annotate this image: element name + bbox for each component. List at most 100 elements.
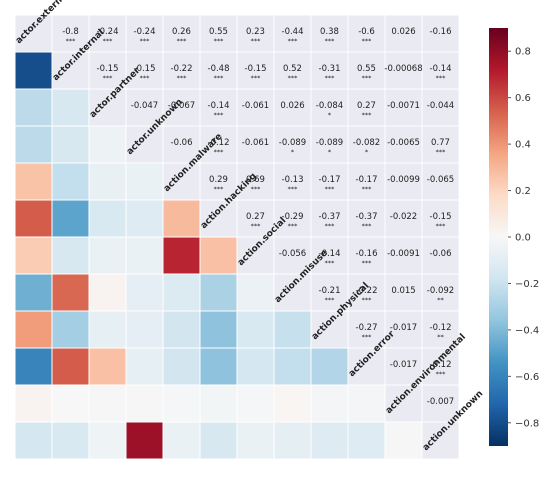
heatmap-cell-4-7	[273, 162, 312, 201]
heatmap-cell-5-2	[88, 199, 127, 238]
significance-marker-3-9: *	[365, 148, 369, 156]
correlation-value-7-10: 0.015	[391, 286, 415, 296]
heatmap-cell-11-10	[384, 421, 423, 460]
heatmap-cell-1-6	[236, 51, 275, 90]
correlation-value-7-11: -0.092	[427, 286, 454, 296]
significance-marker-1-3: ***	[140, 74, 151, 82]
significance-marker-3-7: *	[291, 148, 295, 156]
significance-marker-6-8: ***	[325, 259, 336, 267]
correlation-value-0-11: -0.16	[430, 27, 452, 37]
correlation-value-2-3: -0.047	[131, 101, 158, 111]
significance-marker-3-5: ***	[214, 148, 225, 156]
heatmap-cell-1-5	[199, 51, 238, 90]
heatmap-cell-9-1	[51, 347, 90, 386]
significance-marker-1-11: ***	[436, 74, 447, 82]
significance-marker-8-11: **	[437, 333, 444, 341]
heatmap-cell-7-5	[199, 273, 238, 312]
heatmap-cell-3-2	[88, 125, 127, 164]
heatmap-cell-5-5	[199, 199, 238, 238]
significance-marker-5-6: ***	[251, 222, 262, 230]
correlation-value-1-2: -0.15	[97, 64, 119, 74]
significance-marker-0-2: ***	[103, 37, 114, 45]
heatmap-cell-7-2	[88, 273, 127, 312]
correlation-value-7-8: -0.21	[319, 286, 341, 296]
correlation-value-5-9: -0.37	[356, 212, 378, 222]
heatmap-cell-10-4	[162, 384, 201, 423]
heatmap-cell-11-5	[199, 421, 238, 460]
heatmap-cell-7-3	[125, 273, 164, 312]
heatmap-cell-9-7	[273, 347, 312, 386]
significance-marker-3-11: ***	[436, 148, 447, 156]
heatmap-cell-9-11	[421, 347, 460, 386]
heatmap-cell-3-6	[236, 125, 275, 164]
colorbar-gradient	[489, 28, 508, 446]
correlation-value-5-8: -0.37	[319, 212, 341, 222]
significance-marker-0-5: ***	[214, 37, 225, 45]
correlation-value-6-11: -0.06	[430, 249, 452, 259]
heatmap-cell-1-0	[14, 51, 53, 90]
heatmap-cell-8-6	[236, 310, 275, 349]
significance-marker-3-8: *	[328, 148, 332, 156]
heatmap-cell-3-1	[51, 125, 90, 164]
heatmap-cell-5-1	[51, 199, 90, 238]
heatmap-cell-11-0	[14, 421, 53, 460]
heatmap-cells	[14, 14, 460, 460]
correlation-value-6-7: -0.056	[279, 249, 306, 259]
heatmap-cell-6-7	[273, 236, 312, 275]
heatmap-cell-8-4	[162, 310, 201, 349]
colorbar-tick-label: −0.6	[515, 372, 539, 383]
significance-marker-1-6: ***	[251, 74, 262, 82]
significance-marker-7-11: **	[437, 296, 444, 304]
heatmap-cell-9-5	[199, 347, 238, 386]
correlation-value-1-10: -0.00068	[384, 64, 422, 74]
significance-marker-1-5: ***	[214, 74, 225, 82]
heatmap-cell-5-3	[125, 199, 164, 238]
correlation-value-4-6: 0.69	[246, 175, 265, 185]
heatmap-cell-6-9	[347, 236, 386, 275]
significance-marker-1-7: ***	[288, 74, 299, 82]
correlation-value-2-5: -0.14	[208, 101, 230, 111]
colorbar-tick-label: 0.2	[515, 186, 531, 197]
correlation-value-1-5: -0.48	[208, 64, 230, 74]
significance-marker-4-8: ***	[325, 185, 336, 193]
colorbar-tick-label: 0.8	[515, 47, 531, 58]
heatmap-cell-6-3	[125, 236, 164, 275]
correlation-value-1-4: -0.22	[171, 64, 193, 74]
correlation-value-3-11: 0.77	[431, 138, 450, 148]
heatmap-cell-8-11	[421, 310, 460, 349]
correlation-value-5-10: -0.022	[390, 212, 417, 222]
heatmap-cell-9-6	[236, 347, 275, 386]
correlation-value-2-10: -0.0071	[387, 101, 420, 111]
correlation-value-0-5: 0.55	[209, 27, 228, 37]
heatmap-cell-9-0	[14, 347, 53, 386]
heatmap-cell-11-9	[347, 421, 386, 460]
heatmap-cell-7-7	[273, 273, 312, 312]
heatmap-cell-5-8	[310, 199, 349, 238]
heatmap-cell-6-0	[14, 236, 53, 275]
heatmap-cell-11-2	[88, 421, 127, 460]
correlation-value-0-2: -0.24	[97, 27, 119, 37]
heatmap-cell-0-7	[273, 14, 312, 53]
colorbar-tick-label: 0.4	[515, 140, 531, 151]
heatmap-cell-3-5	[199, 125, 238, 164]
heatmap-cell-11-11	[421, 421, 460, 460]
significance-marker-4-9: ***	[362, 185, 373, 193]
correlation-value-1-11: -0.14	[430, 64, 452, 74]
significance-marker-5-9: ***	[362, 222, 373, 230]
heatmap-cell-10-9	[347, 384, 386, 423]
significance-marker-2-8: *	[328, 111, 332, 119]
heatmap-cell-6-4	[162, 236, 201, 275]
cell-labels: -0.8***-0.24***-0.24***0.26***0.55***0.2…	[62, 27, 454, 407]
correlation-value-2-7: 0.026	[280, 101, 304, 111]
heatmap-cell-0-11	[421, 14, 460, 53]
correlation-value-6-9: -0.16	[356, 249, 378, 259]
colorbar-tick-label: −0.2	[515, 279, 539, 290]
significance-marker-8-9: ***	[362, 333, 373, 341]
heatmap-cell-2-6	[236, 88, 275, 127]
significance-marker-7-9: ***	[362, 296, 373, 304]
significance-marker-2-5: ***	[214, 111, 225, 119]
heatmap-cell-1-2	[88, 51, 127, 90]
correlation-value-0-1: -0.8	[62, 27, 79, 37]
heatmap-cell-8-1	[51, 310, 90, 349]
heatmap-cell-4-8	[310, 162, 349, 201]
